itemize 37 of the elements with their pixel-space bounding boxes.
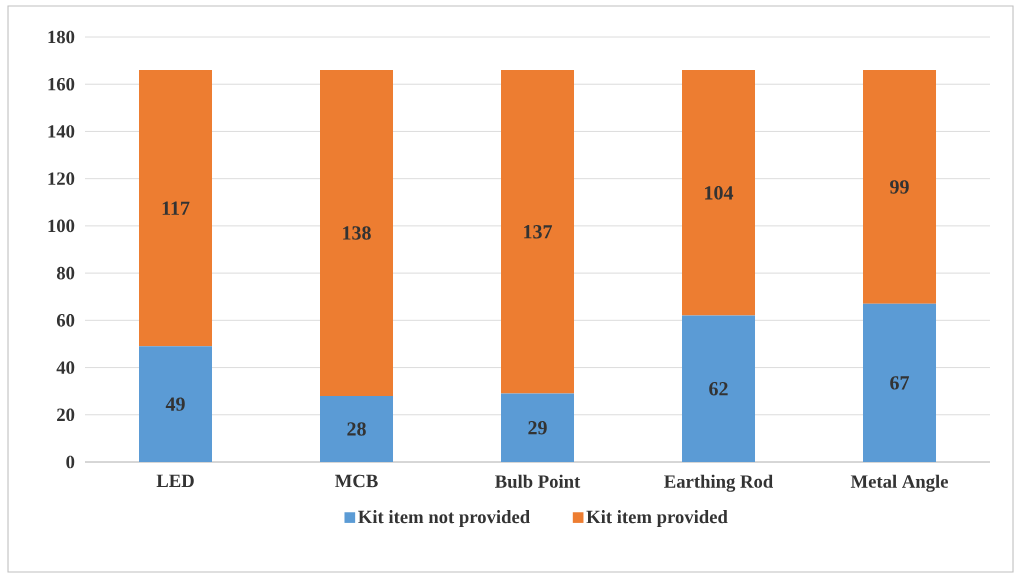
data-label: 28 — [347, 422, 366, 436]
bar — [682, 315, 756, 462]
y-tick-label: 60 — [56, 314, 75, 327]
x-tick-label: LED — [156, 474, 194, 487]
data-label: 62 — [709, 382, 728, 396]
y-tick-label: 160 — [48, 77, 75, 91]
bar — [139, 70, 213, 347]
y-tick-label: 0 — [66, 455, 75, 469]
bar — [863, 70, 937, 304]
data-label: 137 — [524, 225, 553, 239]
y-tick-label: 140 — [48, 125, 75, 138]
data-label: 49 — [165, 397, 185, 411]
x-tick-label: MCB — [335, 474, 378, 488]
legend-label: Kit item not provided — [358, 510, 530, 528]
data-label: 138 — [343, 226, 371, 240]
data-label: 99 — [890, 180, 909, 194]
bar — [320, 70, 394, 396]
bar — [139, 346, 213, 462]
data-label: 29 — [528, 421, 547, 435]
x-tick-label: Metal Angle — [850, 474, 948, 492]
y-tick-label: 80 — [56, 266, 75, 280]
y-tick-label: 100 — [48, 219, 75, 233]
x-tick-label: Earthing Rod — [664, 474, 773, 492]
data-label: 117 — [162, 201, 190, 215]
data-label: 67 — [890, 376, 910, 390]
y-tick-label: 40 — [56, 361, 75, 374]
bar — [501, 393, 575, 462]
data-label: 104 — [705, 186, 734, 200]
legend-label: Kit item provided — [586, 510, 728, 528]
x-tick-label: Bulb Point — [495, 474, 581, 488]
y-tick-label: 180 — [48, 30, 75, 44]
bar — [682, 70, 756, 316]
bar — [501, 70, 575, 394]
bar — [863, 303, 937, 462]
bar — [320, 395, 394, 462]
y-tick-label: 120 — [48, 172, 75, 185]
y-tick-label: 20 — [57, 408, 75, 422]
